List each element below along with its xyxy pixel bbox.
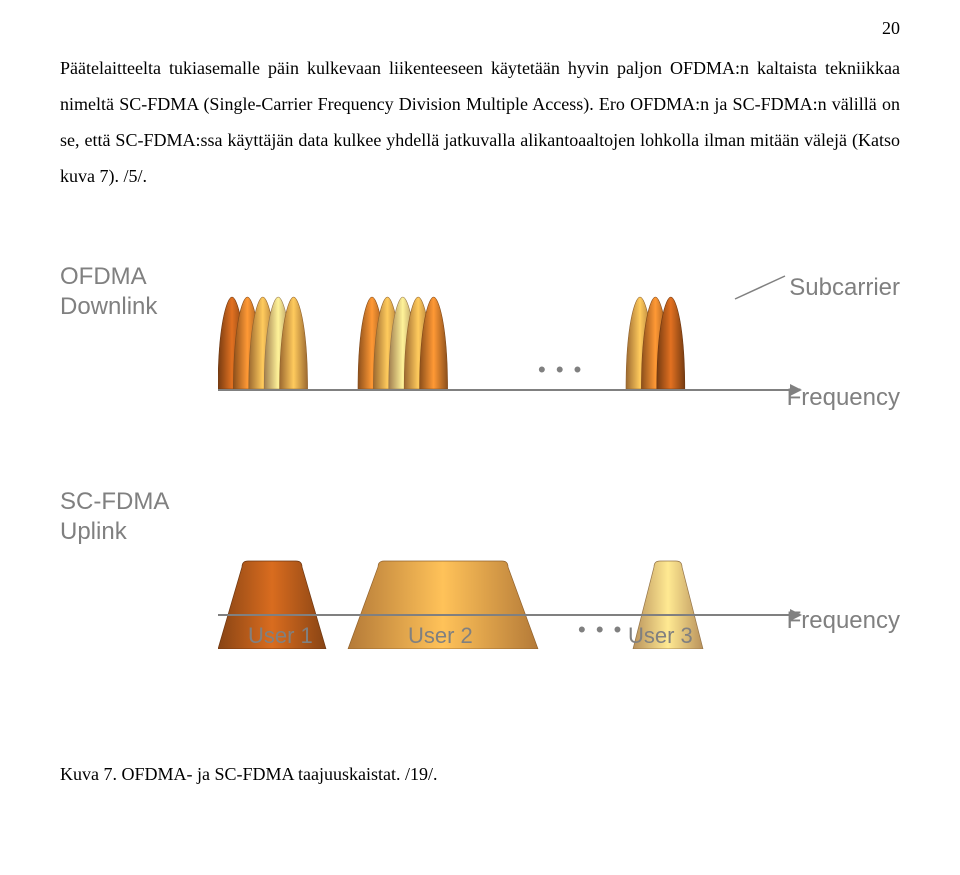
scfdma-label-line1: SC-FDMA	[60, 488, 169, 515]
ofdma-panel: OFDMA Downlink Subcarrier Frequency • • …	[60, 254, 900, 449]
frequency-label-1: Frequency	[787, 384, 900, 412]
user1-label: User 1	[248, 623, 313, 649]
figure-caption: Kuva 7. OFDMA- ja SC-FDMA taajuuskaistat…	[60, 764, 900, 785]
ofdma-label-line1: OFDMA	[60, 263, 147, 290]
ofdma-label: OFDMA Downlink	[60, 262, 157, 322]
scfdma-label: SC-FDMA Uplink	[60, 487, 169, 547]
user3-label: User 3	[628, 623, 693, 649]
scfdma-panel: SC-FDMA Uplink Frequency • • • User 1 Us…	[60, 479, 900, 709]
scfdma-axis	[218, 614, 790, 616]
user2-label: User 2	[408, 623, 473, 649]
ofdma-plot: • • •	[218, 254, 790, 389]
body-paragraph: Päätelaitteelta tukiasemalle päin kulkev…	[60, 50, 900, 194]
user-labels-row: User 1 User 2 User 3	[218, 623, 790, 651]
page-number: 20	[882, 18, 900, 39]
frequency-label-2: Frequency	[787, 607, 900, 635]
figure-7: OFDMA Downlink Subcarrier Frequency • • …	[60, 254, 900, 709]
ofdma-axis	[218, 389, 790, 391]
scfdma-label-line2: Uplink	[60, 518, 127, 545]
ofdma-label-line2: Downlink	[60, 293, 157, 320]
